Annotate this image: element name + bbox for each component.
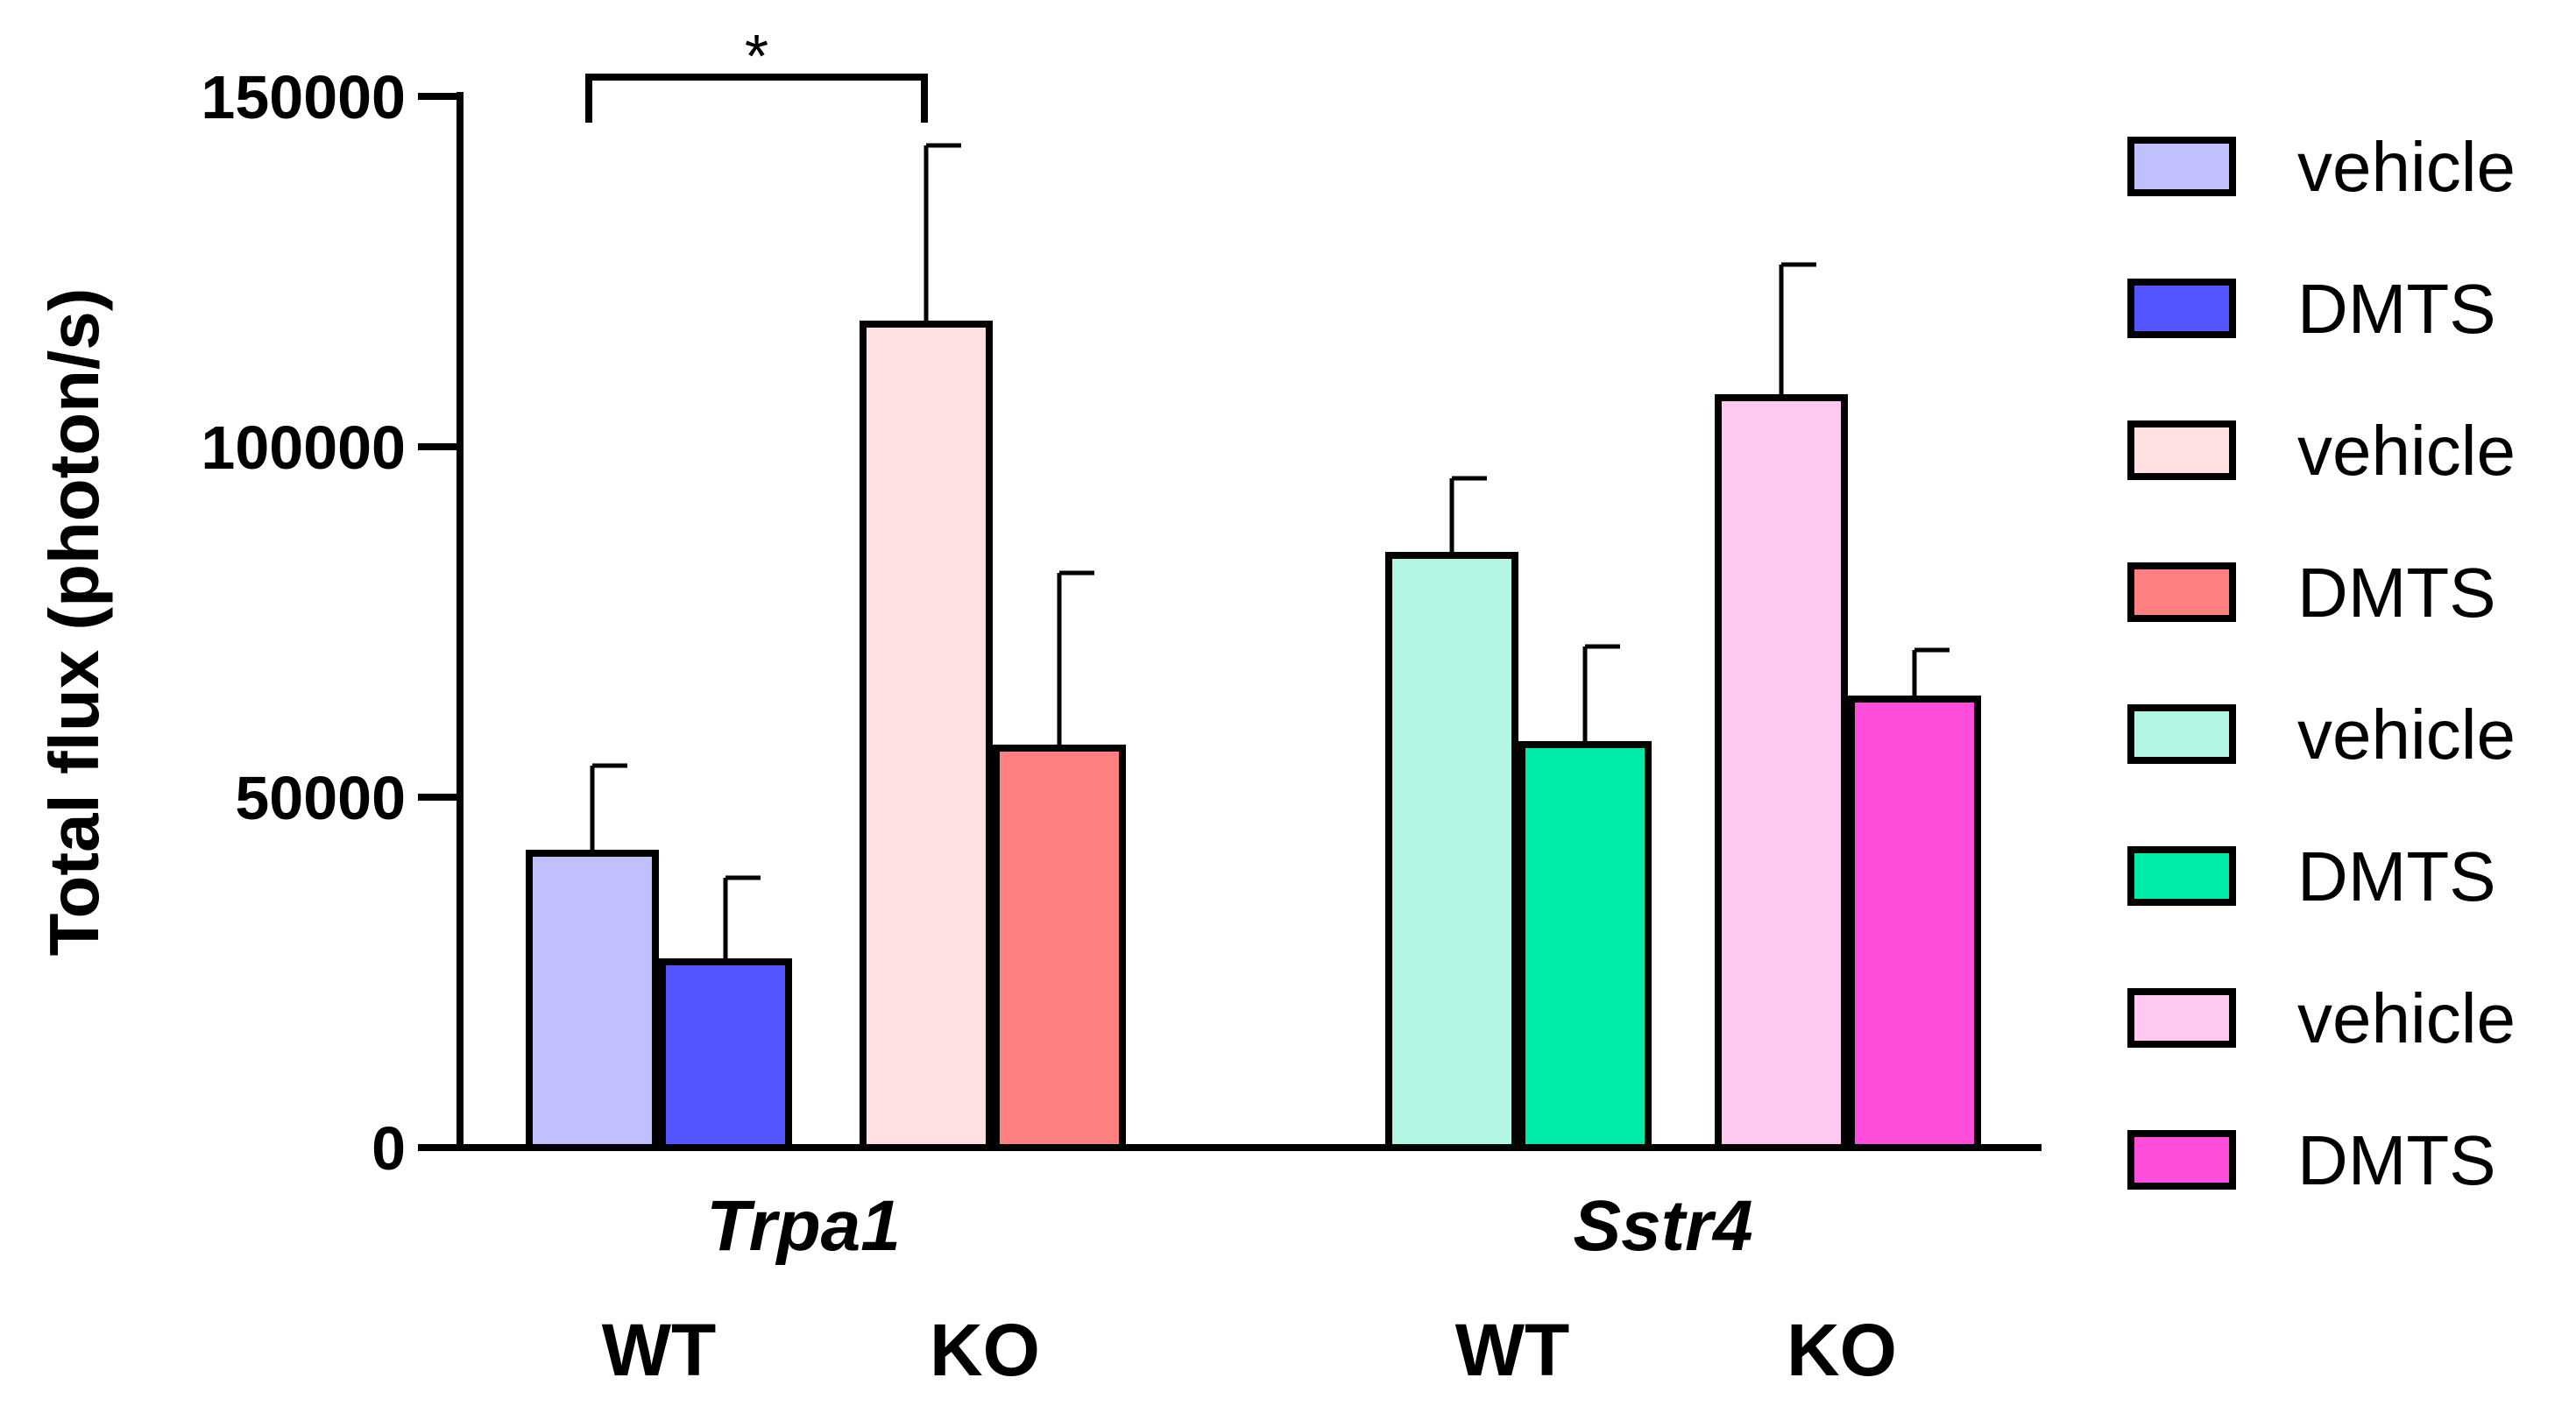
legend-swatch: [2127, 988, 2236, 1048]
bar-sstr4-ko-vehicle: [1715, 394, 1848, 1151]
legend-label: vehicle: [2297, 128, 2516, 206]
genotype-label: KO: [1787, 1309, 1897, 1391]
legend-label: DMTS: [2297, 837, 2496, 915]
bar-trpa1-ko-dmts: [993, 745, 1126, 1151]
legend-label: vehicle: [2297, 979, 2516, 1057]
y-tick-label: 150000: [201, 63, 406, 131]
gene-label: Trpa1: [706, 1186, 901, 1266]
legend-label: DMTS: [2297, 270, 2496, 348]
legend-label: vehicle: [2297, 412, 2516, 490]
significance-annotation: *: [585, 22, 928, 123]
y-tick-label: 50000: [235, 764, 406, 832]
bar-sstr4-ko-dmts: [1848, 696, 1981, 1151]
legend-label: vehicle: [2297, 696, 2516, 774]
legend-swatch: [2127, 279, 2236, 338]
significance-star: *: [745, 22, 768, 90]
gene-label: Sstr4: [1573, 1186, 1752, 1266]
bar-trpa1-wt-dmts: [659, 958, 792, 1151]
bar-sstr4-wt-vehicle: [1385, 552, 1518, 1151]
y-tick-label: 100000: [201, 413, 406, 482]
y-axis: 0 50000 100000 150000 Total flux (photon/s): [35, 63, 2042, 1183]
bar-trpa1-ko-vehicle: [860, 321, 993, 1151]
legend-label: DMTS: [2297, 554, 2496, 632]
genotype-label: WT: [602, 1309, 717, 1391]
legend-swatch: [2127, 1130, 2236, 1190]
bar-sstr4-wt-dmts: [1518, 741, 1652, 1151]
bar-trpa1-wt-vehicle: [526, 850, 659, 1151]
significance-bracket: [585, 74, 928, 123]
legend-swatch: [2127, 562, 2236, 622]
genotype-label: KO: [930, 1309, 1040, 1391]
legend-swatch: [2127, 704, 2236, 764]
legend-swatch: [2127, 846, 2236, 906]
bars: [526, 143, 1981, 1151]
legend-label: DMTS: [2297, 1121, 2496, 1199]
genotype-label: WT: [1455, 1309, 1570, 1391]
y-axis-label: Total flux (photon/s): [35, 288, 113, 957]
y-tick-label: 0: [372, 1114, 406, 1183]
legend: vehicle DMTS vehicle DMTS vehicle DMTS vehicle…: [2127, 128, 2516, 1199]
legend-swatch: [2127, 420, 2236, 480]
legend-swatch: [2127, 137, 2236, 196]
